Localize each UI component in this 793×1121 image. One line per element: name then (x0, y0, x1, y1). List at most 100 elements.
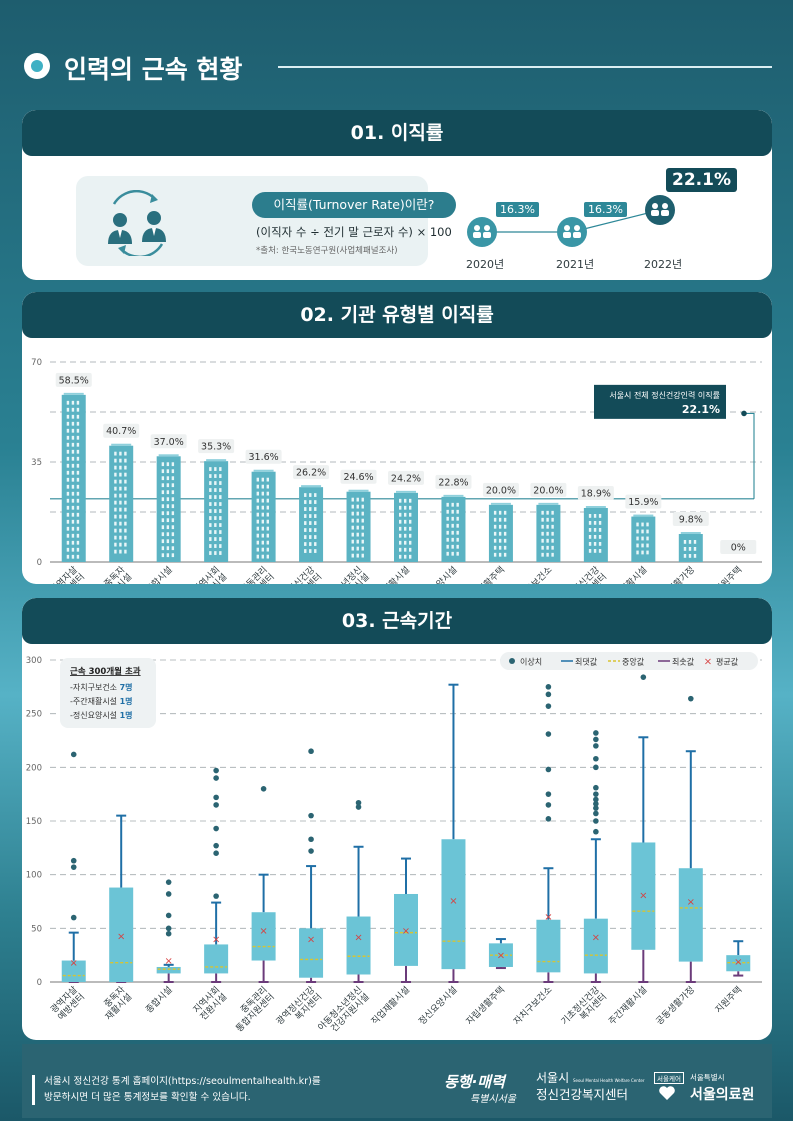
bar-window (309, 493, 312, 497)
bar-window (498, 517, 502, 522)
bar-window (214, 467, 217, 471)
category-label: 지역사회전환시설 (191, 984, 229, 1022)
value-label-bg (672, 512, 709, 526)
outlier-point (213, 850, 219, 856)
bar-window (598, 542, 602, 546)
bar-window (161, 539, 165, 544)
bar-window (588, 514, 592, 518)
bar-window (76, 414, 80, 419)
bar (251, 469, 276, 562)
bar-window (399, 519, 402, 524)
bar-window (209, 481, 212, 485)
bar-window (304, 549, 307, 553)
mean-marker: × (544, 912, 552, 923)
bar-window (209, 474, 212, 478)
outlier-point (593, 796, 599, 803)
category-label-line: 종합시설 (144, 564, 175, 584)
category-label: 공동생활가정 (653, 984, 697, 1028)
y-tick-label: 100 (26, 871, 42, 881)
bar-window (304, 493, 307, 497)
bar-window (161, 469, 165, 474)
value-label: 24.6% (343, 472, 373, 483)
bar-window (161, 490, 165, 495)
bar-window (356, 504, 359, 509)
bar-window (451, 516, 454, 521)
outlier-point (593, 828, 599, 835)
bar-window (166, 518, 170, 523)
iqr-box (156, 966, 181, 974)
category-label-line: 자립생활주택 (463, 564, 507, 584)
bar-window (551, 517, 554, 522)
bar-window (399, 547, 402, 552)
bar-window (71, 505, 75, 510)
bar-window (256, 554, 259, 559)
bar-window (119, 542, 122, 547)
bar-window (493, 552, 497, 557)
iqr-box (678, 868, 703, 962)
bar-window (76, 400, 80, 405)
bar-window (124, 542, 127, 547)
bar-window (641, 529, 644, 534)
category-label-line: 직업재활시설 (369, 564, 413, 584)
bar-window (66, 519, 70, 524)
bar (61, 392, 86, 562)
category-label-line: 자립생활주택 (463, 984, 507, 1028)
bar-window (124, 535, 127, 540)
bar-window (641, 550, 644, 555)
bar-window (304, 535, 307, 539)
bar-window (119, 472, 122, 477)
bar-window (214, 502, 217, 506)
bar-window (493, 538, 497, 543)
outlier-point (70, 857, 77, 864)
bar-window (76, 428, 80, 433)
bar-window (166, 476, 170, 481)
iqr-box (346, 916, 371, 975)
bar-window (261, 491, 264, 496)
outlier-point (355, 804, 362, 810)
bar-window (214, 474, 217, 478)
reference-connector (742, 412, 755, 499)
category-label-line: 지원주택 (713, 564, 744, 584)
category-label: 광역자살예방센터 (48, 564, 87, 584)
value-label: 20.0% (486, 485, 516, 496)
bar-window (71, 470, 75, 475)
bar-window (214, 523, 217, 527)
bar-window (503, 538, 507, 543)
bar-window (546, 524, 549, 529)
legend-label: 이상치 (520, 657, 542, 667)
bar-window (71, 463, 75, 468)
box-plot: × (251, 786, 276, 983)
bar-window (166, 546, 170, 551)
value-label-bg (293, 465, 330, 480)
bar-window (351, 518, 354, 523)
box-plot: × (156, 879, 181, 983)
category-label: 종합시설 (144, 564, 175, 584)
heart-icon (659, 1086, 675, 1100)
bar (488, 502, 513, 562)
bar-window (351, 511, 354, 516)
bar-window (309, 542, 312, 546)
bar-window (171, 539, 175, 544)
bar-window (114, 542, 117, 547)
outlier-point (688, 695, 694, 702)
bar-window (356, 497, 359, 502)
bar-window (76, 477, 80, 482)
bar-window (66, 435, 70, 440)
bar-window (351, 532, 354, 537)
bar-window (498, 510, 502, 515)
bar-window (351, 539, 354, 544)
bar-window (66, 512, 70, 517)
bar-cap (490, 502, 511, 505)
bar-window (71, 533, 75, 538)
bar-window (503, 510, 507, 515)
category-label-line: 공동생활가정 (653, 984, 697, 1028)
bar-window (119, 465, 122, 470)
bar-window (498, 524, 502, 529)
bar-window (409, 540, 412, 545)
bar-window (114, 500, 117, 505)
bar-window (541, 524, 544, 529)
bar-window (214, 481, 217, 485)
people-exchange-icon (108, 190, 166, 256)
bar-window (166, 511, 170, 516)
category-label-line: 공동생활가정 (653, 564, 697, 584)
